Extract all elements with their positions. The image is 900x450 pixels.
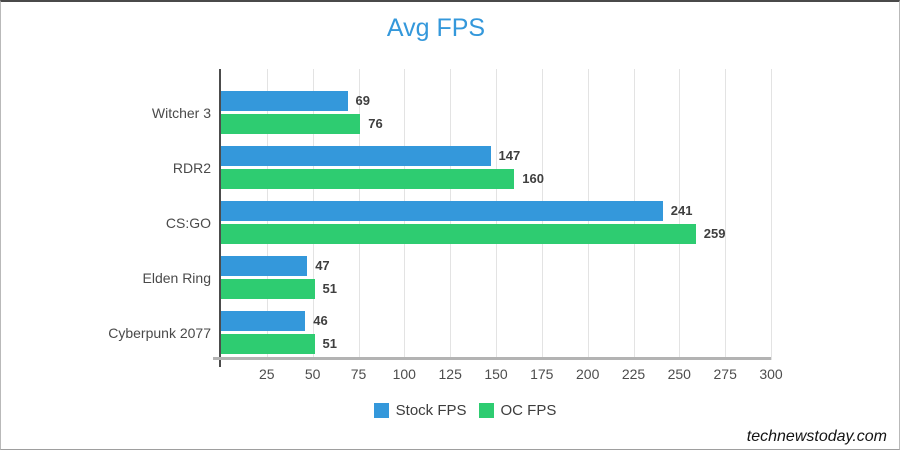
bar-oc-fps [221, 279, 315, 299]
legend-label-oc-fps: OC FPS [500, 402, 557, 419]
bar-oc-fps [221, 169, 515, 189]
legend-swatch-oc-fps [478, 403, 494, 418]
watermark: technewstoday.com [746, 428, 887, 445]
bar-stock-fps [221, 91, 348, 111]
bar-stock-fps [221, 201, 663, 221]
y-axis-line [219, 69, 221, 367]
bar-value-label: 47 [315, 258, 330, 273]
bar-oc-fps [221, 334, 315, 354]
chart-title: Avg FPS [386, 14, 486, 42]
bar-stock-fps [221, 311, 306, 331]
x-tick-label: 50 [304, 366, 321, 382]
x-tick-label: 200 [576, 366, 600, 382]
x-tick-label: 275 [713, 366, 737, 382]
x-axis-tick-labels: 25 50 75 100 125 150 175 200 225 250 275 300 [221, 366, 783, 386]
bar-value-label: 160 [522, 171, 544, 186]
gridline [725, 69, 727, 360]
bar-value-label: 51 [322, 336, 337, 351]
bar-value-label: 69 [355, 93, 370, 108]
x-tick-label: 100 [392, 366, 416, 382]
x-axis-line [213, 357, 771, 360]
x-tick-label: 125 [438, 366, 462, 382]
legend-label-stock-fps: Stock FPS [395, 402, 467, 419]
legend-swatch-stock-fps [373, 403, 389, 418]
bar-value-label: 147 [498, 148, 521, 163]
category-label: CS:GO [165, 214, 211, 231]
bar-oc-fps [221, 114, 361, 134]
gridline [679, 69, 681, 360]
plot-area: 69 76 147 160 241 259 47 51 46 51 [213, 69, 772, 367]
gridline [771, 69, 772, 360]
bar-stock-fps [221, 256, 308, 276]
bar-value-label: 76 [368, 116, 383, 131]
x-tick-label: 300 [759, 366, 783, 382]
x-tick-label: 25 [259, 366, 275, 382]
bar-oc-fps [221, 224, 696, 244]
x-tick-label: 225 [621, 366, 646, 382]
x-tick-label: 175 [530, 366, 554, 382]
legend-item-oc-fps: OC FPS [478, 402, 557, 419]
chart-legend: Stock FPS OC FPS [16, 402, 899, 419]
x-tick-label: 250 [667, 366, 691, 382]
category-label: RDR2 [172, 159, 211, 176]
category-label: Elden Ring [142, 269, 212, 286]
legend-item-stock-fps: Stock FPS [373, 402, 467, 419]
bar-value-label: 259 [703, 226, 726, 241]
x-tick-label: 150 [484, 366, 508, 382]
bar-value-label: 46 [313, 313, 328, 328]
category-label: Witcher 3 [151, 104, 211, 121]
x-tick-label: 75 [350, 366, 367, 382]
bar-stock-fps [221, 146, 491, 166]
bar-value-label: 241 [670, 203, 693, 218]
category-label: Cyberpunk 2077 [108, 324, 211, 341]
bar-value-label: 51 [322, 281, 337, 296]
